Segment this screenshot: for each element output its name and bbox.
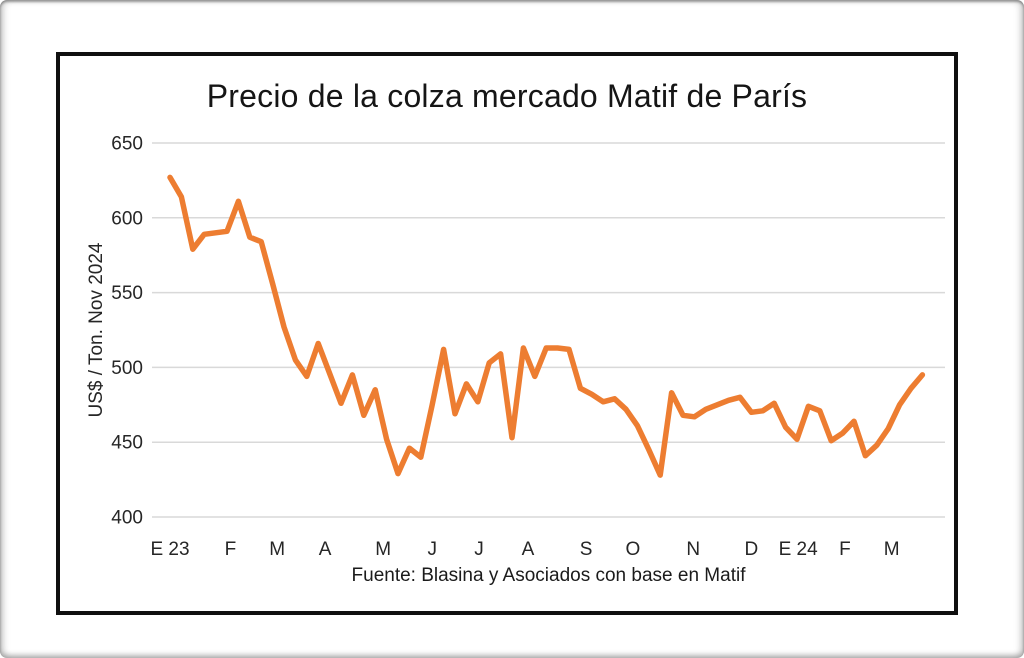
- x-tick-label: M: [375, 539, 391, 560]
- x-tick-label: D: [745, 539, 759, 560]
- source-caption: Fuente: Blasina y Asociados con base en …: [351, 565, 746, 586]
- y-axis-title: US$ / Ton. Nov 2024: [86, 242, 107, 418]
- x-tick-label: F: [839, 539, 851, 560]
- y-tick-label: 450: [111, 433, 143, 454]
- x-tick-label: S: [580, 539, 593, 560]
- y-tick-label: 500: [111, 358, 143, 379]
- x-tick-label: A: [319, 539, 332, 560]
- x-tick-label: J: [474, 539, 484, 560]
- x-tick-label: O: [625, 539, 640, 560]
- chart-frame: [56, 52, 958, 615]
- x-tick-label: A: [522, 539, 535, 560]
- x-tick-label: M: [884, 539, 900, 560]
- x-tick-label: M: [269, 539, 285, 560]
- price-line-series: [167, 174, 926, 478]
- x-tick-label: E 23: [150, 539, 189, 560]
- chart-title: Precio de la colza mercado Matif de Parí…: [206, 78, 808, 114]
- x-tick-label: E 24: [779, 539, 819, 560]
- y-tick-label: 550: [111, 283, 143, 304]
- x-tick-label: J: [427, 539, 437, 560]
- x-tick-label: N: [686, 539, 700, 560]
- x-tick-label: F: [225, 539, 237, 560]
- y-tick-label: 600: [111, 208, 143, 229]
- y-tick-label: 650: [111, 134, 143, 155]
- y-tick-label: 400: [111, 508, 143, 529]
